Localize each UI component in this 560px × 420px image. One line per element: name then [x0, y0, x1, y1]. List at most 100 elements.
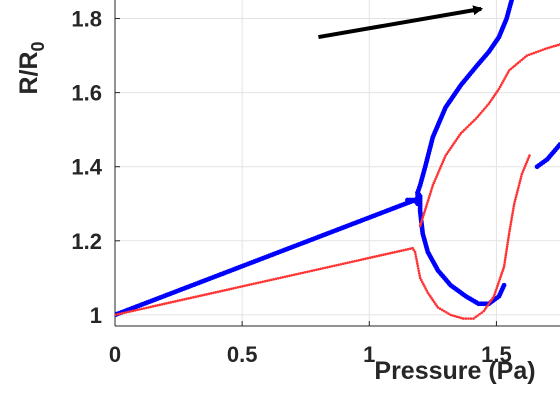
- series-1: [114, 43, 560, 320]
- data-point: [176, 300, 179, 303]
- data-point: [513, 205, 516, 208]
- data-point: [366, 257, 369, 260]
- data-point: [248, 284, 251, 287]
- data-point: [143, 307, 146, 310]
- y-tick-label: 1.8: [71, 7, 102, 32]
- data-point: [506, 241, 509, 244]
- data-point: [537, 50, 540, 53]
- data-point: [288, 274, 291, 277]
- data-point: [532, 52, 535, 55]
- data-point: [147, 306, 150, 309]
- data-point: [299, 272, 302, 275]
- y-tick-label: 1.4: [71, 155, 102, 180]
- data-point: [465, 317, 468, 320]
- data-point: [252, 283, 255, 286]
- data-point: [387, 252, 390, 255]
- data-point: [152, 305, 155, 308]
- data-point: [275, 277, 278, 280]
- annotations: [318, 9, 481, 37]
- data-point: [358, 259, 361, 262]
- data-point: [518, 182, 521, 185]
- data-point: [369, 256, 372, 259]
- data-point: [141, 308, 144, 311]
- data-point: [277, 277, 280, 280]
- data-point: [154, 305, 157, 308]
- data-point: [515, 193, 518, 196]
- data-point: [333, 264, 336, 267]
- data-point: [250, 283, 253, 286]
- data-point: [503, 265, 506, 268]
- data-point: [375, 255, 378, 258]
- data-point: [308, 270, 311, 273]
- data-point: [230, 288, 233, 291]
- data-point: [504, 254, 507, 257]
- data-point: [264, 280, 267, 283]
- data-point: [114, 314, 117, 317]
- data-point: [337, 263, 340, 266]
- data-point: [505, 250, 508, 253]
- data-point: [508, 234, 511, 237]
- plot-area: [113, 0, 560, 320]
- data-point: [311, 269, 314, 272]
- data-point: [516, 191, 519, 194]
- data-point: [331, 265, 334, 268]
- data-point: [179, 299, 182, 302]
- data-point: [221, 290, 224, 293]
- data-point: [304, 271, 307, 274]
- data-point: [355, 259, 358, 262]
- data-point: [512, 209, 515, 212]
- data-point: [544, 48, 547, 51]
- data-point: [362, 258, 365, 261]
- data-point: [351, 260, 354, 263]
- data-point: [297, 272, 300, 275]
- y-axis-label: R/R0: [15, 41, 48, 94]
- data-point: [145, 307, 148, 310]
- data-point: [415, 258, 418, 261]
- data-point: [517, 186, 520, 189]
- data-point: [302, 271, 305, 274]
- data-point: [340, 263, 343, 266]
- data-point: [125, 311, 128, 314]
- data-point: [196, 295, 199, 298]
- data-point: [306, 270, 309, 273]
- data-point: [505, 252, 508, 255]
- data-point: [389, 252, 392, 255]
- data-point: [417, 265, 420, 268]
- data-point: [279, 276, 282, 279]
- data-point: [205, 293, 208, 296]
- data-point: [511, 216, 514, 219]
- data-point: [346, 261, 349, 264]
- data-point: [199, 295, 202, 298]
- data-point: [391, 251, 394, 254]
- data-point: [203, 294, 206, 297]
- x-tick-label: 0: [109, 342, 121, 367]
- data-point: [295, 273, 298, 276]
- annotation-arrow: [318, 9, 481, 37]
- data-point: [414, 253, 417, 256]
- data-point: [353, 260, 356, 263]
- data-point: [503, 261, 506, 264]
- data-point: [504, 259, 507, 262]
- data-point: [393, 251, 396, 254]
- data-point: [188, 297, 191, 300]
- data-point: [161, 303, 164, 306]
- data-point: [317, 268, 320, 271]
- data-point: [217, 291, 220, 294]
- data-point: [190, 297, 193, 300]
- data-point: [398, 250, 401, 253]
- data-point: [286, 275, 289, 278]
- data-point: [268, 279, 271, 282]
- data-point: [378, 254, 381, 257]
- data-point: [507, 237, 510, 240]
- y-axis-label-main: R/R: [15, 51, 43, 94]
- data-point: [134, 309, 137, 312]
- data-point: [396, 250, 399, 253]
- data-point: [123, 312, 126, 315]
- data-point: [528, 154, 531, 157]
- data-point: [255, 282, 258, 285]
- data-point: [266, 279, 269, 282]
- data-point: [516, 189, 519, 192]
- data-point: [223, 289, 226, 292]
- y-tick-label: 1: [90, 303, 102, 328]
- data-point: [360, 258, 363, 261]
